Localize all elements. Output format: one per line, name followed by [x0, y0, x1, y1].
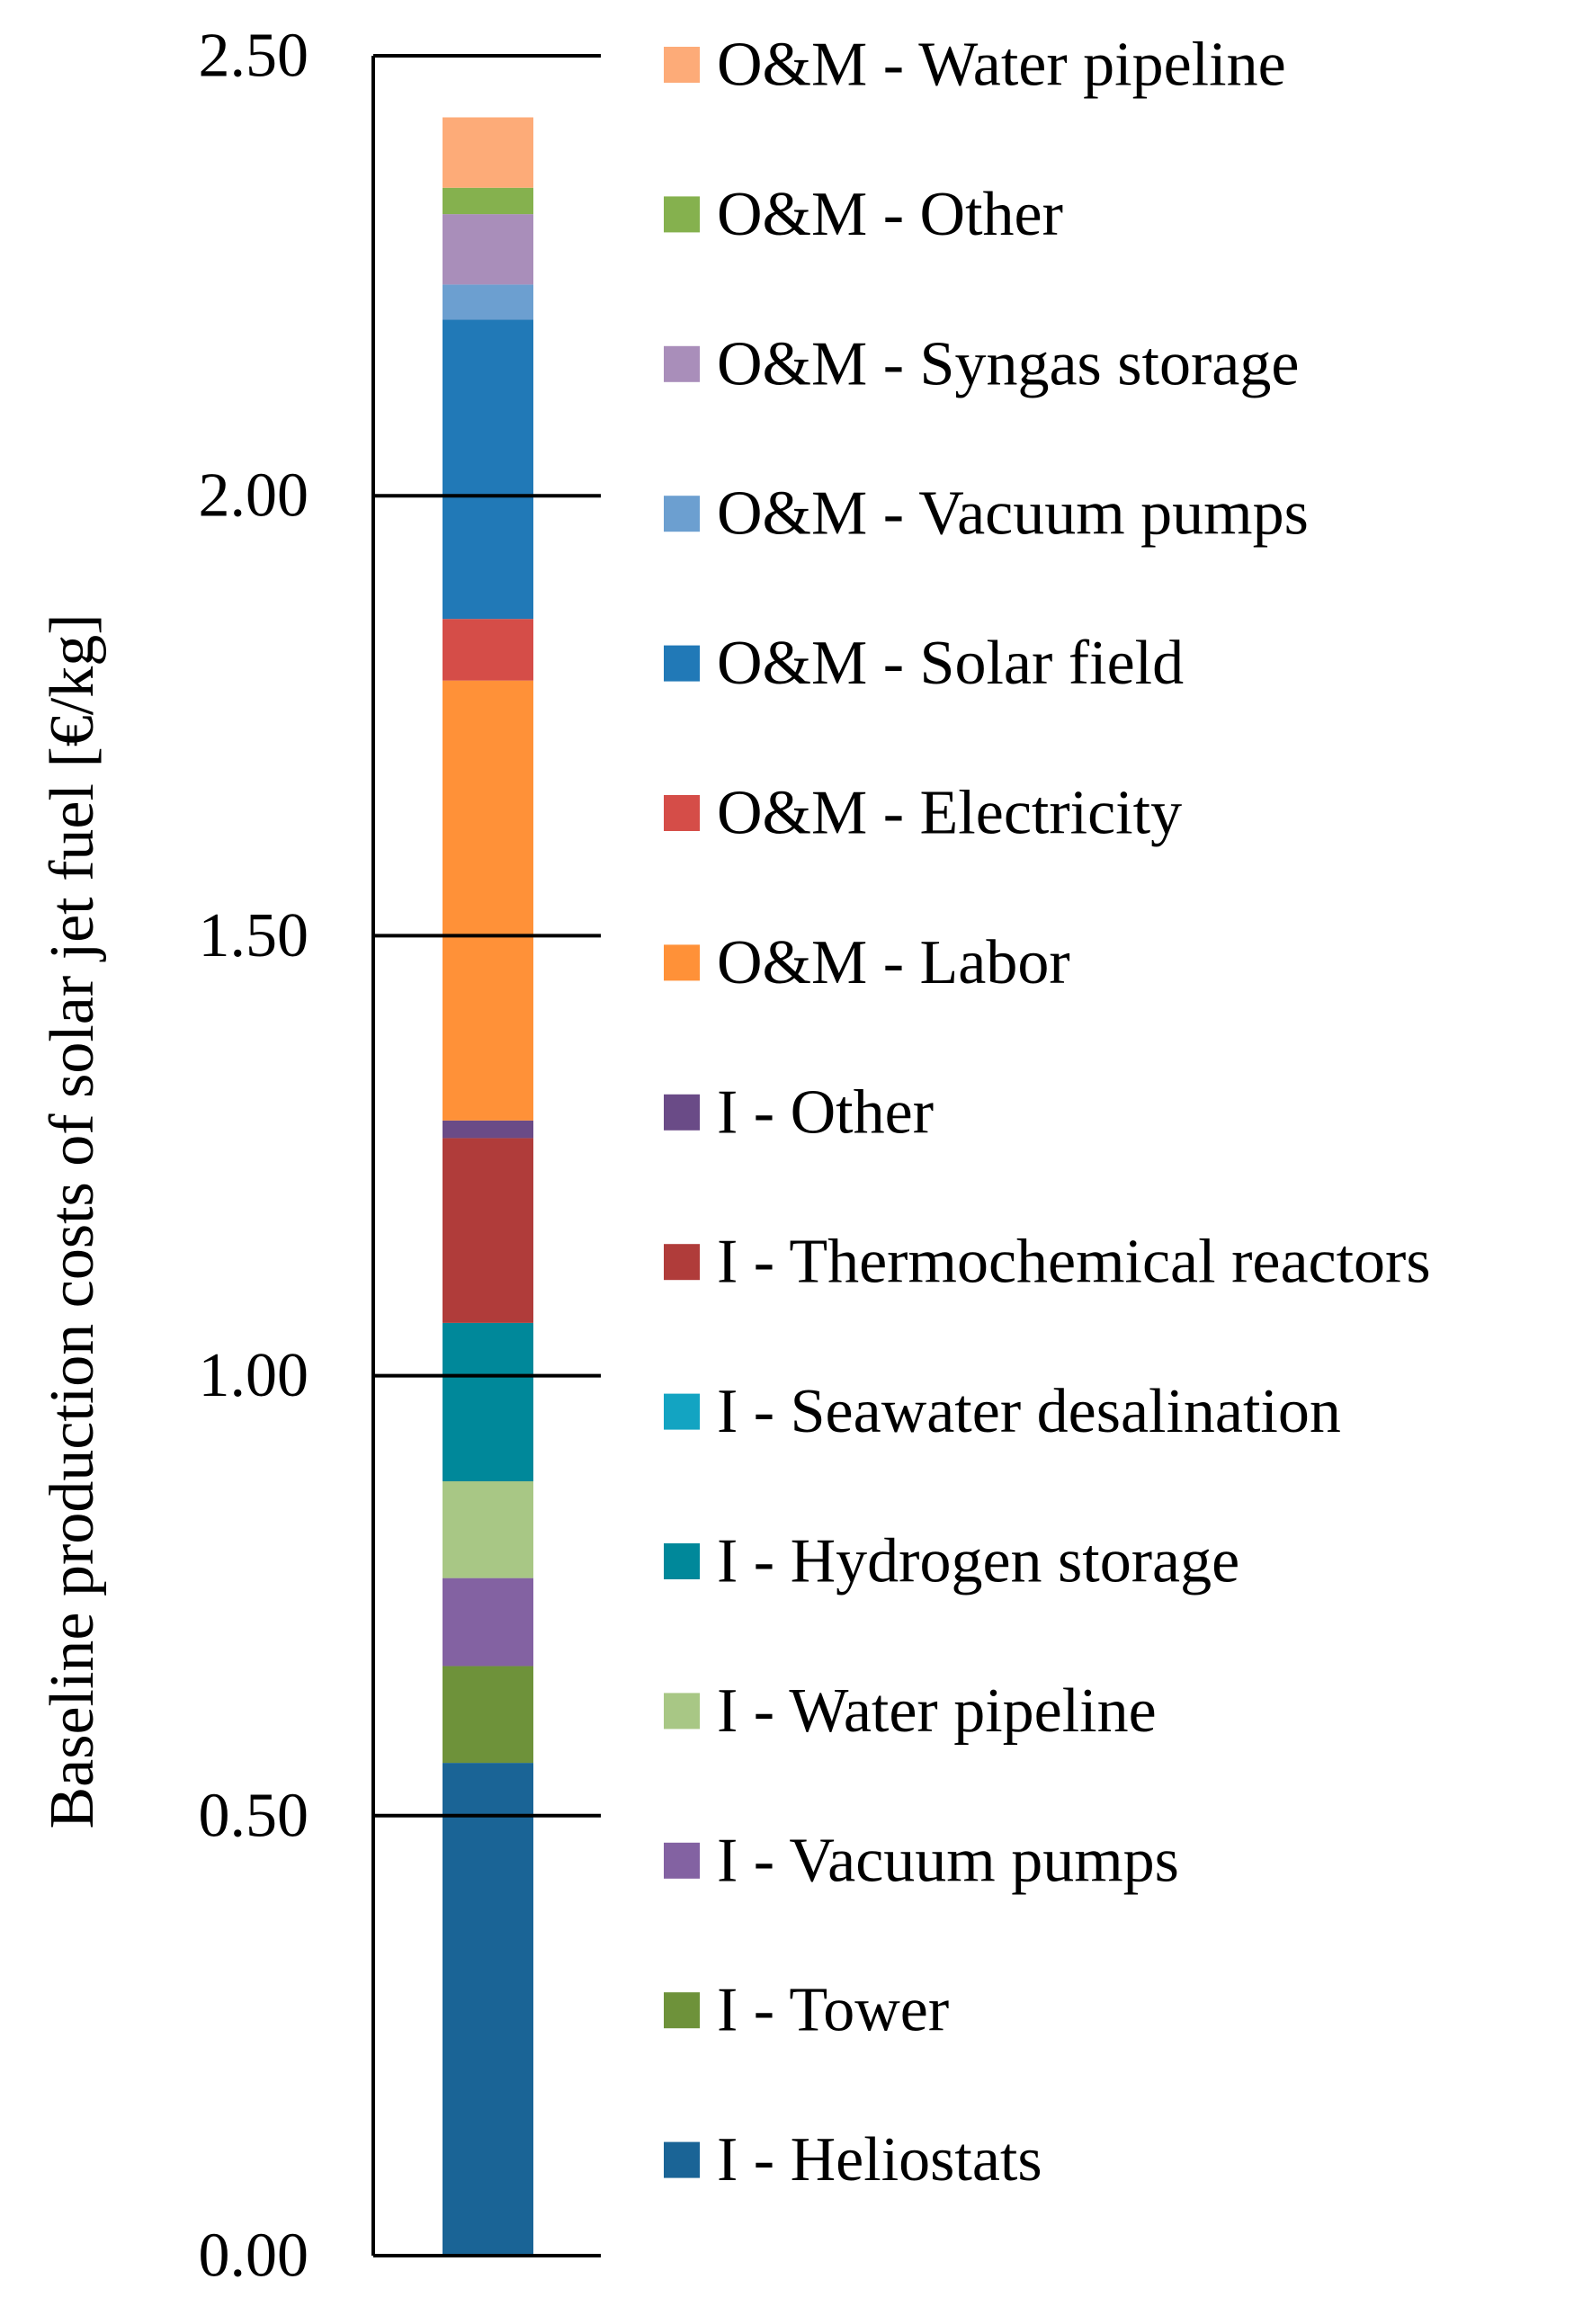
legend-swatch — [664, 47, 700, 83]
bar-segment-i-water-pipeline — [443, 1481, 533, 1578]
legend-swatch — [664, 345, 700, 382]
bar-segment-o-m-electricity — [443, 619, 533, 681]
legend-label: I - Water pipeline — [717, 1676, 1157, 1746]
y-tick-label: 1.00 — [199, 1341, 309, 1410]
legend-item: I - Other — [664, 1077, 934, 1147]
legend-label: I - Seawater desalination — [717, 1377, 1341, 1446]
legend-swatch — [664, 944, 700, 981]
y-tick-label: 0.50 — [199, 1781, 309, 1850]
legend-swatch — [664, 1842, 700, 1879]
legend-label: I - Hydrogen storage — [717, 1527, 1239, 1596]
legend-item: I - Heliostats — [664, 2125, 1042, 2194]
bar-segment-o-m-vacuum-pumps — [443, 284, 533, 320]
legend-label: O&M - Syngas storage — [717, 329, 1299, 398]
bar-segment-o-m-labor — [443, 680, 533, 1121]
legend-label: I - Vacuum pumps — [717, 1826, 1179, 1895]
bar-segment-i-thermochemical-reactors — [443, 1138, 533, 1323]
bar-segment-o-m-other — [443, 187, 533, 215]
legend-label: I - Heliostats — [717, 2125, 1042, 2194]
legend-swatch — [664, 1244, 700, 1281]
legend-swatch — [664, 196, 700, 233]
legend-label: I - Other — [717, 1077, 934, 1147]
legend-item: O&M - Vacuum pumps — [664, 479, 1309, 549]
legend-item: O&M - Solar field — [664, 629, 1184, 698]
legend-label: O&M - Vacuum pumps — [717, 479, 1309, 549]
legend-swatch — [664, 795, 700, 831]
legend-swatch — [664, 496, 700, 532]
legend-swatch — [664, 1393, 700, 1430]
bar-segment-i-hydrogen-storage — [443, 1322, 533, 1482]
legend-item: I - Water pipeline — [664, 1676, 1157, 1746]
legend-label: O&M - Water pipeline — [717, 31, 1286, 100]
legend-item: O&M - Electricity — [664, 779, 1182, 848]
y-tick-label: 2.00 — [199, 461, 309, 531]
legend-label: O&M - Solar field — [717, 629, 1184, 698]
legend-item: O&M - Labor — [664, 928, 1070, 997]
y-ticks: 0.00 0.50 1.00 1.50 2.00 2.50 — [199, 22, 601, 2291]
legend-swatch — [664, 1693, 700, 1730]
legend-item: I - Seawater desalination — [664, 1377, 1341, 1446]
legend: O&M - Water pipeline O&M - Other O&M - Syn… — [664, 31, 1431, 2194]
y-tick-label: 0.00 — [199, 2221, 309, 2291]
legend-label: O&M - Electricity — [717, 779, 1182, 848]
y-tick-label: 1.50 — [199, 901, 309, 970]
bar-stack — [443, 117, 533, 2256]
bar-segment-o-m-solar-field — [443, 319, 533, 620]
legend-label: O&M - Labor — [717, 928, 1070, 997]
bar-segment-o-m-syngas-storage — [443, 214, 533, 285]
bar-segment-o-m-water-pipeline — [443, 117, 533, 188]
legend-label: O&M - Other — [717, 180, 1063, 249]
legend-swatch — [664, 645, 700, 682]
legend-item: O&M - Water pipeline — [664, 31, 1286, 100]
legend-item: I - Hydrogen storage — [664, 1527, 1239, 1596]
y-tick-label: 2.50 — [199, 22, 309, 91]
legend-item: I - Tower — [664, 1976, 949, 2045]
legend-swatch — [664, 1094, 700, 1131]
legend-item: I - Vacuum pumps — [664, 1826, 1179, 1895]
bar-segment-i-heliostats — [443, 1763, 533, 2256]
legend-swatch — [664, 2141, 700, 2178]
legend-label: I - Tower — [717, 1976, 949, 2045]
legend-item: I - Thermochemical reactors — [664, 1228, 1431, 1297]
legend-swatch — [664, 1543, 700, 1579]
bar-segment-i-other — [443, 1120, 533, 1139]
y-axis-title: Baseline production costs of solar jet f… — [38, 613, 107, 1828]
legend-swatch — [664, 1992, 700, 2029]
bar-segment-i-tower — [443, 1666, 533, 1764]
legend-item: O&M - Syngas storage — [664, 329, 1299, 398]
legend-item: O&M - Other — [664, 180, 1063, 249]
legend-label: I - Thermochemical reactors — [717, 1228, 1431, 1297]
bar-segment-i-vacuum-pumps — [443, 1578, 533, 1667]
